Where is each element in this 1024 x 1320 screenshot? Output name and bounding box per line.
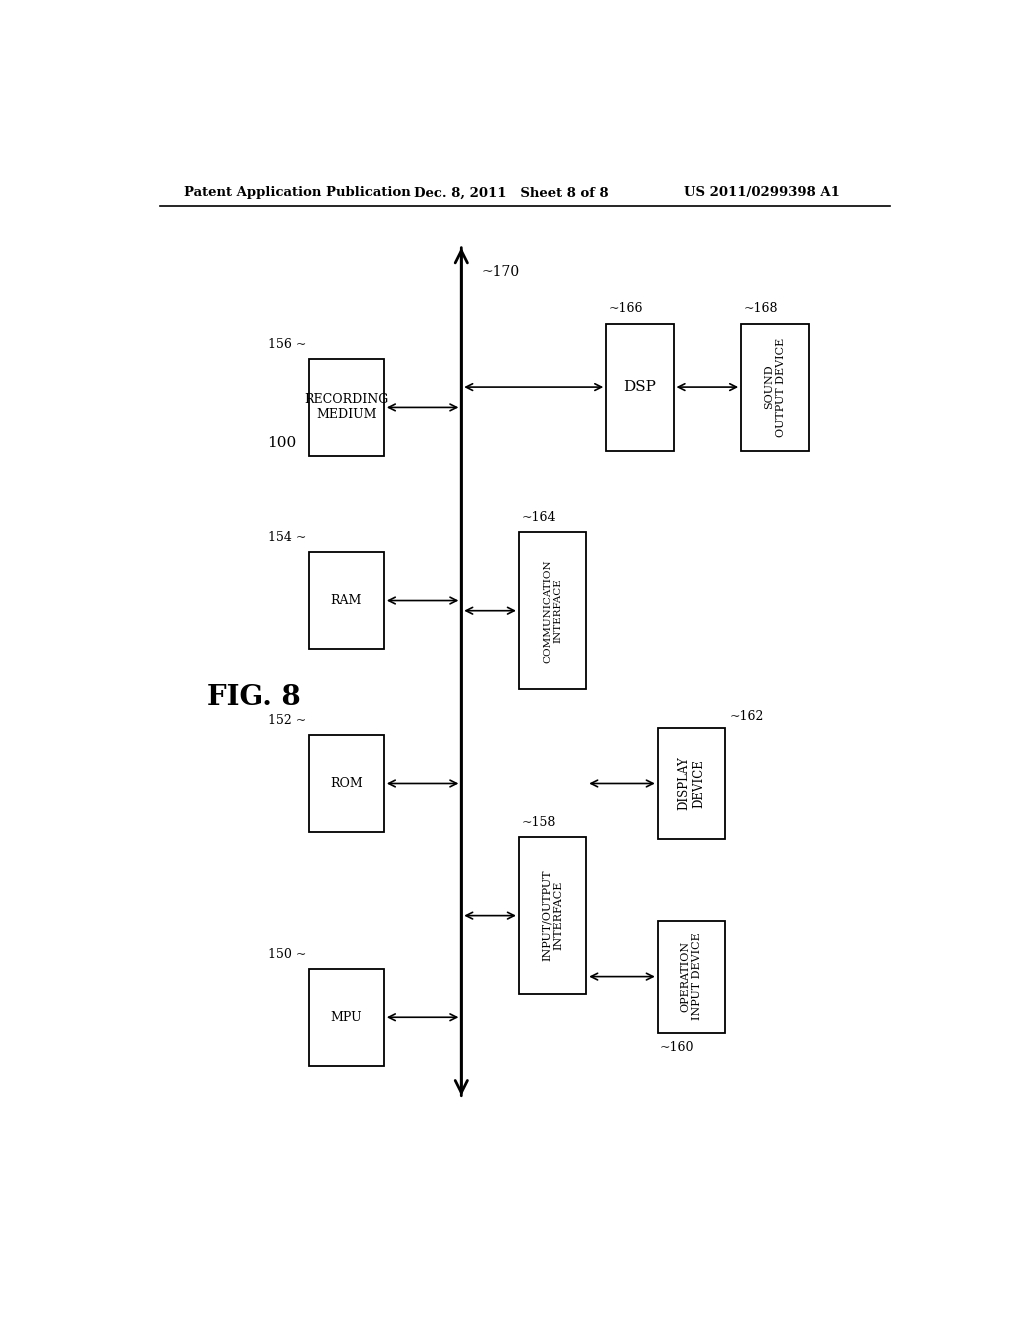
Text: 156 ~: 156 ~ [268,338,306,351]
Bar [308,969,384,1065]
Text: ~158: ~158 [521,816,556,829]
Text: MPU: MPU [331,1011,362,1024]
Text: 100: 100 [267,436,296,450]
Bar [657,727,725,840]
Bar [308,552,384,649]
Text: Dec. 8, 2011   Sheet 8 of 8: Dec. 8, 2011 Sheet 8 of 8 [414,186,608,199]
Text: DSP: DSP [624,380,656,395]
Text: 150 ~: 150 ~ [268,948,306,961]
Text: SOUND
OUTPUT DEVICE: SOUND OUTPUT DEVICE [764,338,785,437]
Bar [741,323,809,450]
Text: INPUT/OUTPUT
INTERFACE: INPUT/OUTPUT INTERFACE [542,870,563,961]
Bar [657,921,725,1032]
Text: DISPLAY
DEVICE: DISPLAY DEVICE [678,756,706,810]
Text: Patent Application Publication: Patent Application Publication [183,186,411,199]
Bar [519,532,587,689]
Text: ~162: ~162 [729,710,764,722]
Text: OPERATION
INPUT DEVICE: OPERATION INPUT DEVICE [681,933,702,1020]
Text: ~160: ~160 [660,1040,694,1053]
Text: US 2011/0299398 A1: US 2011/0299398 A1 [684,186,840,199]
Text: 152 ~: 152 ~ [268,714,306,727]
Text: ROM: ROM [330,777,362,789]
Text: FIG. 8: FIG. 8 [207,684,301,710]
Text: ~164: ~164 [521,511,556,524]
Text: ~168: ~168 [743,302,778,315]
Bar [308,735,384,832]
Text: RECORDING
MEDIUM: RECORDING MEDIUM [304,393,388,421]
Bar [308,359,384,455]
Text: RAM: RAM [331,594,361,607]
Text: COMMUNICATION
INTERFACE: COMMUNICATION INTERFACE [543,558,562,663]
Text: ~166: ~166 [608,302,643,315]
Bar [606,323,674,450]
Bar [519,837,587,994]
Text: ~170: ~170 [481,265,519,279]
Text: 154 ~: 154 ~ [268,531,306,544]
